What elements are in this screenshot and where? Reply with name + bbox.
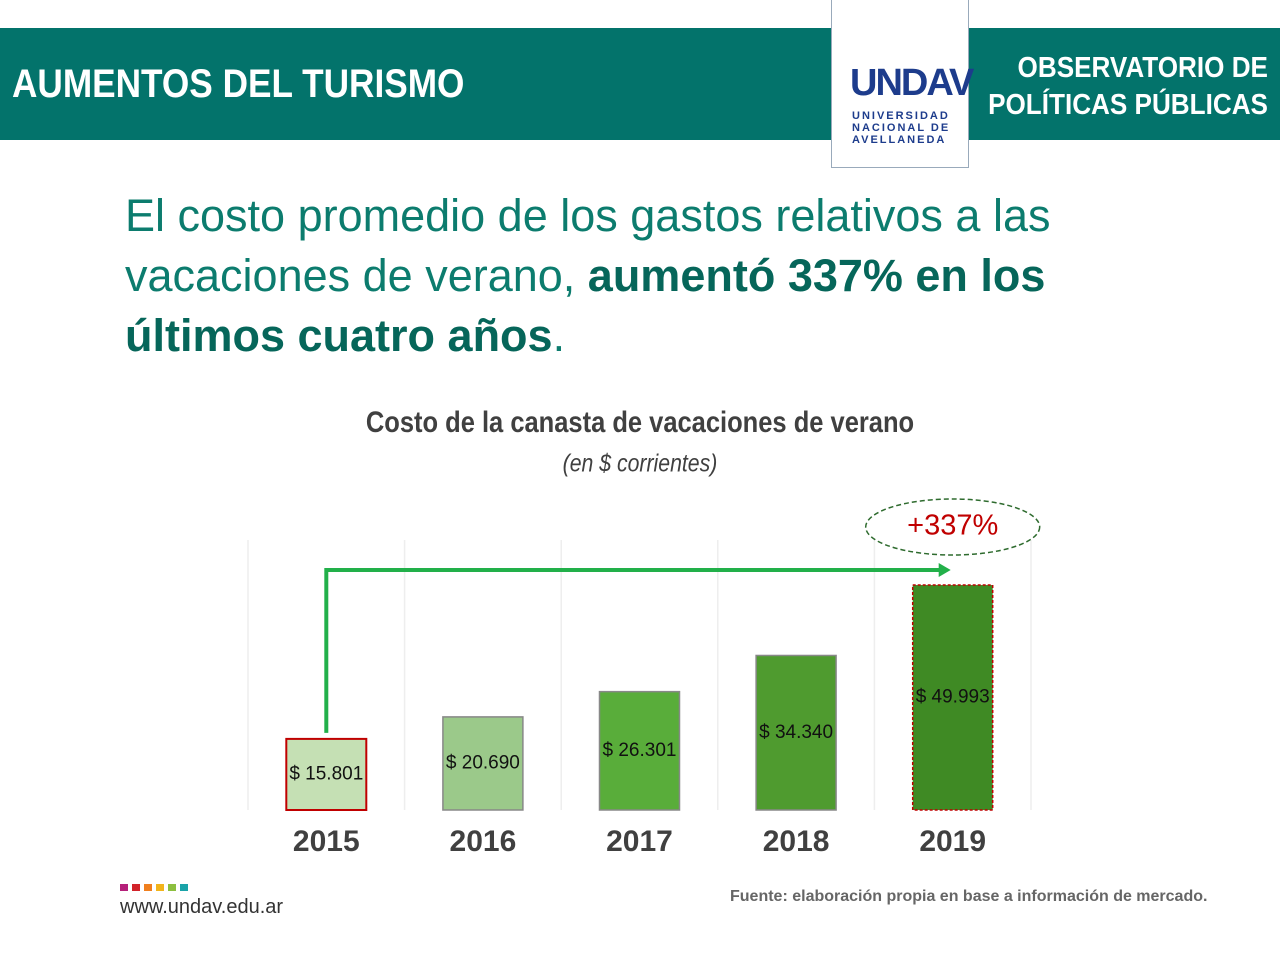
x-tick-label: 2016 xyxy=(450,825,517,858)
arrow-head xyxy=(938,563,951,577)
headline: El costo promedio de los gastos relativo… xyxy=(125,186,1185,366)
logo-line: NACIONAL DE xyxy=(852,122,951,134)
x-tick-label: 2019 xyxy=(919,825,986,858)
headline-part: aumentó 337% en los últimos cuatro años xyxy=(125,250,1046,361)
deco xyxy=(132,884,140,891)
header-title: AUMENTOS DEL TURISMO xyxy=(12,62,465,106)
observatory: OBSERVATORIO DE POLÍTICAS PÚBLICAS xyxy=(988,50,1268,124)
value-label: $ 26.301 xyxy=(603,740,677,761)
deco xyxy=(180,884,188,891)
logo-line: AVELLANEDA xyxy=(852,134,947,146)
logo: UNDAV UNIVERSIDAD NACIONAL DE AVELLANEDA xyxy=(831,0,974,168)
bar xyxy=(285,737,368,812)
footer-url: www.undav.edu.ar xyxy=(120,896,284,918)
deco xyxy=(168,884,176,891)
bar xyxy=(911,584,994,811)
x-tick-label: 2015 xyxy=(293,825,360,858)
chart-title: Costo de la canasta de vacaciones de ver… xyxy=(366,405,914,438)
deco xyxy=(144,884,152,891)
deco xyxy=(156,884,164,891)
observatory-line: POLÍTICAS PÚBLICAS xyxy=(988,89,1268,121)
header-band xyxy=(0,28,1280,140)
value-label: $ 49.993 xyxy=(916,687,990,708)
logo-line: UNIVERSIDAD xyxy=(852,110,950,122)
x-tick-label: 2018 xyxy=(763,825,830,858)
bar xyxy=(755,654,837,811)
value-label: $ 15.801 xyxy=(289,763,363,784)
value-label: $ 20.690 xyxy=(446,752,520,773)
deco xyxy=(120,884,128,891)
observatory-line: OBSERVATORIO DE xyxy=(1017,52,1268,84)
footer-source: Fuente: elaboración propia en base a inf… xyxy=(730,888,1208,905)
value-label: $ 34.340 xyxy=(759,722,833,743)
headline-part: . xyxy=(552,310,566,361)
x-tick-label: 2017 xyxy=(606,825,673,858)
bar xyxy=(598,690,681,811)
chart-subtitle: (en $ corrientes) xyxy=(563,449,718,477)
annotation: +337% xyxy=(907,510,998,542)
bar xyxy=(442,716,524,811)
arrow xyxy=(324,568,941,733)
annotation-ellipse xyxy=(864,498,1041,556)
logo-text: UNDAV xyxy=(850,62,974,104)
headline-part: El costo promedio de los gastos relativo… xyxy=(125,190,1051,301)
